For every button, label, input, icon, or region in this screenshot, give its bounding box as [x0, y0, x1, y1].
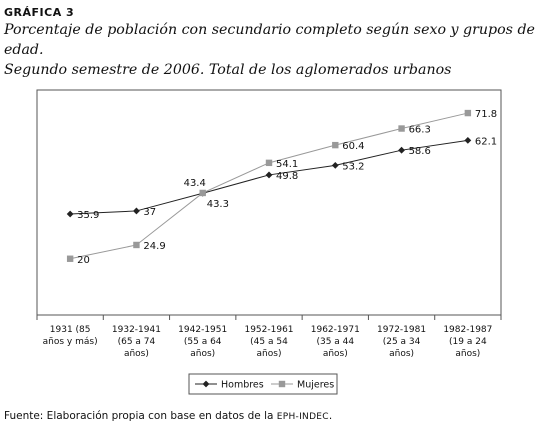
data-point-mujeres — [133, 241, 140, 249]
legend-label-mujeres: Mujeres — [297, 380, 334, 391]
source-org: EPH-INDEC — [276, 412, 329, 422]
x-tick-label: 1942-1951 — [178, 325, 227, 335]
data-label-hombres: 37 — [143, 207, 156, 218]
legend-marker-hombres — [202, 380, 210, 388]
data-point-hombres — [398, 146, 405, 154]
x-tick-label: (25 a 34 — [383, 337, 421, 347]
data-point-hombres — [331, 161, 339, 169]
title-line-1: Porcentaje de población con secundario c… — [4, 22, 535, 58]
data-label-mujeres: 66.3 — [409, 125, 431, 136]
data-label-hombres: 35.9 — [77, 210, 99, 221]
x-tick-label: 1982-1987 — [443, 325, 492, 335]
data-point-mujeres — [464, 109, 472, 117]
source-suffix: . — [328, 410, 333, 422]
x-tick-label: años) — [257, 349, 282, 359]
data-label-hombres: 43.3 — [207, 199, 229, 210]
data-point-mujeres — [199, 189, 206, 197]
figure-heading: GRÁFICA 3 — [4, 6, 75, 19]
data-point-hombres — [265, 171, 273, 179]
source-prefix: Fuente: Elaboración propia con base en d… — [4, 410, 277, 422]
title-line-2: Segundo semestre de 2006. Total de los a… — [4, 62, 452, 78]
data-point-mujeres — [66, 255, 74, 262]
data-label-hombres: 53.2 — [342, 161, 364, 172]
legend — [188, 373, 338, 395]
data-point-hombres — [66, 210, 74, 218]
data-point-mujeres — [332, 141, 339, 149]
data-point-mujeres — [398, 125, 405, 132]
x-tick-label: años) — [455, 349, 480, 359]
x-tick-label: 1952-1961 — [244, 325, 293, 335]
data-label-mujeres: 43.4 — [184, 178, 206, 189]
data-point-hombres — [133, 207, 140, 215]
plot-area — [36, 89, 502, 316]
x-tick-label: (45 a 54 — [250, 337, 288, 347]
x-tick-label: años) — [124, 349, 149, 359]
data-point-hombres — [464, 136, 472, 144]
data-label-hombres: 58.6 — [409, 146, 431, 157]
x-tick-label: años) — [389, 349, 414, 359]
x-tick-label: años y más) — [43, 337, 98, 347]
x-tick-label: (55 a 64 — [184, 337, 222, 347]
legend-label-hombres: Hombres — [221, 380, 264, 391]
data-label-hombres: 49.8 — [276, 171, 298, 182]
data-label-mujeres: 60.4 — [342, 141, 364, 152]
source-note: Fuente: Elaboración propia con base en d… — [4, 410, 332, 422]
data-label-hombres: 62.1 — [475, 136, 497, 147]
x-tick-label: (65 a 74 — [118, 337, 156, 347]
x-tick-label: 1962-1971 — [311, 325, 360, 335]
x-tick-label: años) — [323, 349, 348, 359]
x-tick-label: 1931 (85 — [50, 325, 91, 335]
data-point-mujeres — [265, 159, 273, 167]
x-tick-label: 1932-1941 — [112, 325, 161, 335]
data-label-mujeres: 71.8 — [475, 109, 497, 120]
chart-title: Porcentaje de población con secundario c… — [4, 20, 542, 80]
x-tick-label: (35 a 44 — [316, 337, 354, 347]
data-label-mujeres: 24.9 — [143, 241, 165, 252]
x-tick-label: (19 a 24 — [449, 337, 487, 347]
x-tick-label: 1972-1981 — [377, 325, 426, 335]
data-label-mujeres: 54.1 — [276, 159, 298, 170]
data-label-mujeres: 20 — [77, 255, 90, 266]
legend-marker-mujeres — [278, 380, 286, 388]
x-tick-label: años) — [190, 349, 215, 359]
